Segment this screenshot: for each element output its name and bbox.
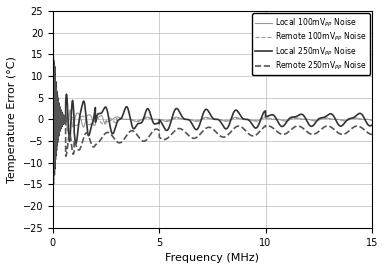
Local 250mV$_{PP}$ Noise	[172, 108, 177, 112]
Remote 250mV$_{PP}$ Noise	[313, 132, 318, 135]
Remote 250mV$_{PP}$ Noise	[51, 191, 55, 195]
Local 250mV$_{PP}$ Noise	[258, 119, 263, 122]
Local 100mV$_{PP}$ Noise	[289, 117, 293, 121]
Local 100mV$_{PP}$ Noise	[50, 71, 55, 74]
Remote 100mV$_{PP}$ Noise	[370, 118, 374, 122]
Remote 250mV$_{PP}$ Noise	[50, 137, 55, 140]
Line: Local 250mV$_{PP}$ Noise: Local 250mV$_{PP}$ Noise	[53, 62, 372, 175]
Remote 100mV$_{PP}$ Noise	[50, 157, 55, 160]
Local 250mV$_{PP}$ Noise	[52, 173, 57, 177]
Local 100mV$_{PP}$ Noise	[50, 103, 55, 106]
Local 100mV$_{PP}$ Noise	[51, 163, 55, 167]
Local 250mV$_{PP}$ Noise	[52, 60, 56, 63]
Local 250mV$_{PP}$ Noise	[313, 121, 318, 124]
Remote 250mV$_{PP}$ Noise	[370, 133, 374, 136]
Local 100mV$_{PP}$ Noise	[258, 118, 263, 121]
Line: Remote 100mV$_{PP}$ Noise: Remote 100mV$_{PP}$ Noise	[53, 81, 372, 158]
Remote 100mV$_{PP}$ Noise	[258, 118, 263, 121]
Y-axis label: Temperature Error (°C): Temperature Error (°C)	[7, 56, 17, 183]
Remote 100mV$_{PP}$ Noise	[289, 117, 293, 121]
Local 100mV$_{PP}$ Noise	[109, 119, 113, 122]
Line: Remote 250mV$_{PP}$ Noise: Remote 250mV$_{PP}$ Noise	[53, 50, 372, 193]
Local 250mV$_{PP}$ Noise	[109, 129, 113, 132]
Remote 250mV$_{PP}$ Noise	[51, 48, 55, 51]
X-axis label: Frequency (MHz): Frequency (MHz)	[166, 253, 259, 263]
Local 100mV$_{PP}$ Noise	[370, 119, 374, 122]
Remote 100mV$_{PP}$ Noise	[51, 80, 55, 83]
Remote 250mV$_{PP}$ Noise	[242, 128, 247, 131]
Legend: Local 100mV$_{PP}$ Noise, Remote 100mV$_{PP}$ Noise, Local 250mV$_{PP}$ Noise, R: Local 100mV$_{PP}$ Noise, Remote 100mV$_…	[252, 13, 370, 75]
Local 250mV$_{PP}$ Noise	[370, 123, 374, 127]
Remote 100mV$_{PP}$ Noise	[242, 118, 247, 121]
Remote 100mV$_{PP}$ Noise	[50, 130, 55, 134]
Remote 250mV$_{PP}$ Noise	[258, 129, 263, 132]
Remote 250mV$_{PP}$ Noise	[289, 128, 293, 131]
Local 250mV$_{PP}$ Noise	[50, 118, 55, 121]
Remote 100mV$_{PP}$ Noise	[313, 119, 318, 122]
Remote 250mV$_{PP}$ Noise	[172, 129, 177, 132]
Line: Local 100mV$_{PP}$ Noise: Local 100mV$_{PP}$ Noise	[53, 72, 372, 165]
Local 250mV$_{PP}$ Noise	[242, 118, 247, 121]
Local 100mV$_{PP}$ Noise	[242, 118, 247, 121]
Local 100mV$_{PP}$ Noise	[172, 116, 177, 119]
Local 100mV$_{PP}$ Noise	[313, 119, 318, 123]
Remote 100mV$_{PP}$ Noise	[172, 117, 177, 120]
Remote 100mV$_{PP}$ Noise	[109, 117, 113, 120]
Remote 250mV$_{PP}$ Noise	[109, 133, 113, 136]
Local 250mV$_{PP}$ Noise	[289, 116, 293, 119]
